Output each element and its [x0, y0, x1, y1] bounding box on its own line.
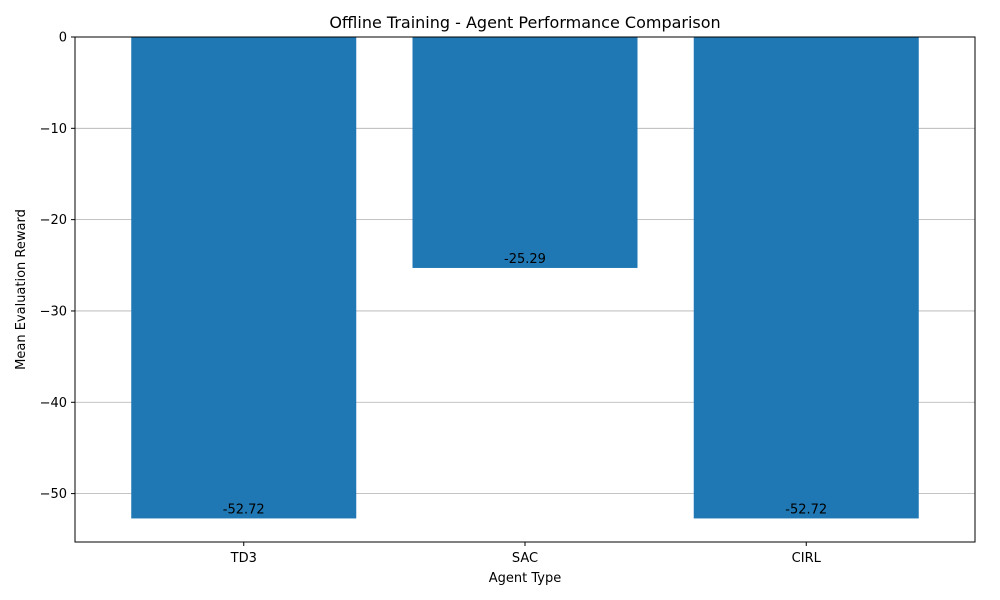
bar-value-label: -25.29 [504, 252, 546, 267]
bar-value-label: -52.72 [785, 502, 827, 517]
bar-value-labels: -52.72 -25.29 -52.72 [223, 252, 827, 517]
x-axis-label: Agent Type [489, 571, 561, 586]
bar-sac [412, 37, 638, 268]
chart-title: Offline Training - Agent Performance Com… [329, 13, 720, 32]
bars [131, 37, 919, 519]
x-tick-label: TD3 [230, 551, 257, 566]
bar-value-label: -52.72 [223, 502, 265, 517]
bar-cirl [693, 37, 919, 519]
y-tick-label: −40 [40, 396, 67, 411]
x-tick-label: CIRL [792, 551, 822, 566]
x-axis-ticks: TD3 SAC CIRL [230, 542, 822, 566]
x-tick-label: SAC [512, 551, 538, 566]
y-tick-label: −50 [40, 487, 67, 502]
y-tick-label: 0 [59, 31, 67, 46]
y-tick-label: −30 [40, 304, 67, 319]
y-tick-label: −20 [40, 213, 67, 228]
y-axis-ticks: 0 −10 −20 −30 −40 −50 [40, 31, 75, 502]
bar-td3 [131, 37, 357, 519]
y-tick-label: −10 [40, 122, 67, 137]
y-axis-label: Mean Evaluation Reward [14, 209, 29, 370]
